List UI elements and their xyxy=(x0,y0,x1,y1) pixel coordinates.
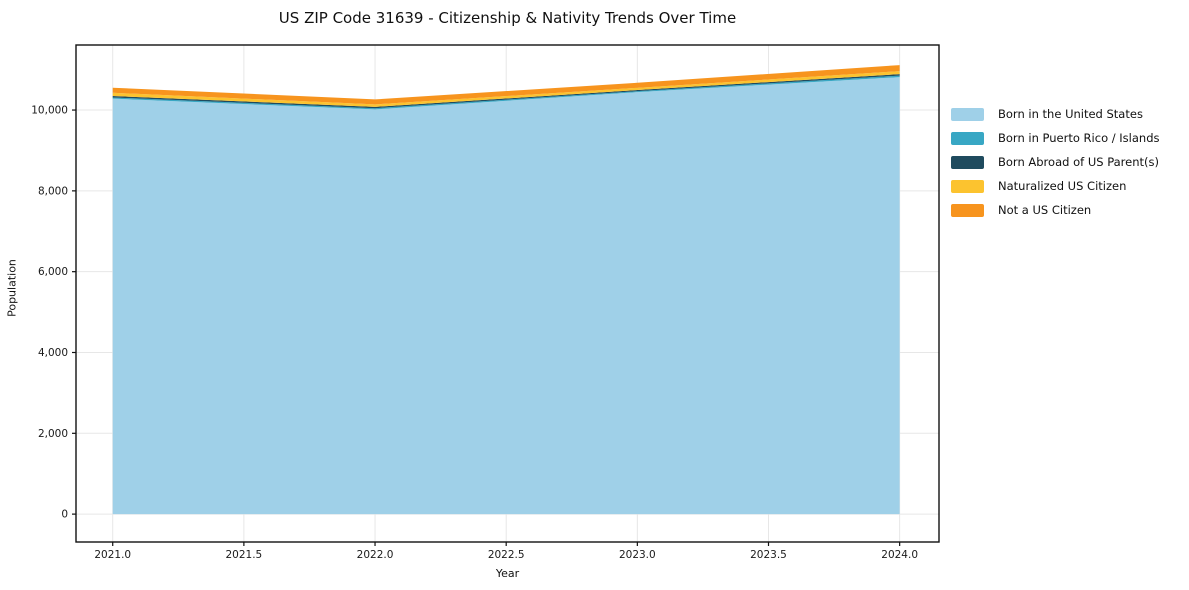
legend-label: Born in the United States xyxy=(998,107,1143,121)
x-tick-label: 2022.0 xyxy=(357,549,394,561)
x-tick-label: 2021.0 xyxy=(94,549,131,561)
legend-label: Naturalized US Citizen xyxy=(998,179,1127,193)
y-tick-label: 10,000 xyxy=(31,105,68,117)
y-tick-label: 6,000 xyxy=(38,266,68,278)
legend-swatch-icon xyxy=(951,131,984,145)
y-axis-label: Population xyxy=(5,259,19,317)
chart-title: US ZIP Code 31639 - Citizenship & Nativi… xyxy=(278,9,737,27)
y-tick-label: 4,000 xyxy=(38,347,68,359)
legend-item-born-abroad-of-us-parent-s: Born Abroad of US Parent(s) xyxy=(951,150,1160,174)
legend-item-born-in-the-united-states: Born in the United States xyxy=(951,102,1160,126)
x-tick-label: 2023.0 xyxy=(619,549,656,561)
x-tick-label: 2023.5 xyxy=(750,549,787,561)
legend-swatch-icon xyxy=(951,179,984,193)
x-tick-label: 2022.5 xyxy=(488,549,525,561)
y-tick-label: 2,000 xyxy=(38,428,68,440)
area-born-in-the-united-states xyxy=(112,77,900,515)
legend-item-not-a-us-citizen: Not a US Citizen xyxy=(951,198,1160,222)
y-axis-ticks: 0 2,000 4,000 6,000 8,000 10,000 xyxy=(31,105,76,521)
axes-frame xyxy=(75,44,940,543)
legend-item-naturalized-us-citizen: Naturalized US Citizen xyxy=(951,174,1160,198)
legend: Born in the United States Born in Puerto … xyxy=(951,102,1160,222)
legend-label: Born Abroad of US Parent(s) xyxy=(998,155,1159,169)
x-tick-label: 2021.5 xyxy=(226,549,263,561)
legend-label: Not a US Citizen xyxy=(998,203,1092,217)
y-tick-label: 0 xyxy=(61,509,68,521)
y-tick-label: 8,000 xyxy=(38,185,68,197)
legend-item-born-in-puerto-rico-islands: Born in Puerto Rico / Islands xyxy=(951,126,1160,150)
legend-swatch-icon xyxy=(951,107,984,121)
legend-swatch-icon xyxy=(951,155,984,169)
x-tick-label: 2024.0 xyxy=(881,549,918,561)
legend-swatch-icon xyxy=(951,203,984,217)
legend-label: Born in Puerto Rico / Islands xyxy=(998,131,1160,145)
x-axis-ticks: 2021.0 2021.5 2022.0 2022.5 2023.0 2023.5 2024… xyxy=(94,542,918,561)
x-axis-label: Year xyxy=(495,567,520,580)
